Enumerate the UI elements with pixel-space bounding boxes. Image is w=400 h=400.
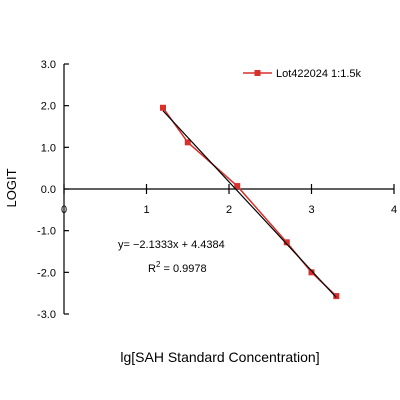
legend: Lot422024 1:1.5k <box>243 68 362 80</box>
y-tick-label: -3.0 <box>37 309 56 321</box>
x-tick-label: 2 <box>226 204 232 216</box>
series-line <box>162 107 337 297</box>
y-axis-title: LOGIT <box>4 168 19 207</box>
legend-marker-swatch <box>254 70 261 76</box>
x-tick-label: 1 <box>143 204 149 216</box>
y-ticks: 3.0 2.0 1.0 0.0 -1.0 -2.0 -3.0 <box>37 59 69 321</box>
y-tick-label: 1.0 <box>41 142 56 154</box>
legend-label: Lot422024 1:1.5k <box>276 68 362 80</box>
data-point <box>160 104 166 111</box>
data-point <box>283 239 290 246</box>
trendline <box>162 110 337 298</box>
x-tick-label: 4 <box>391 204 397 216</box>
y-tick-label: -2.0 <box>37 267 56 279</box>
x-tick-label: 3 <box>308 204 314 216</box>
r-squared: R2 = 0.9978 <box>148 260 207 275</box>
series-layer <box>160 104 340 300</box>
trendline-layer <box>162 110 337 298</box>
y-tick-label: -1.0 <box>37 226 56 238</box>
data-point <box>308 269 315 276</box>
x-axis-title: lg[SAH Standard Concentration] <box>120 349 319 365</box>
regression-equation: y= −2.1333x + 4.4384 <box>118 239 225 251</box>
x-ticks: 0 1 2 3 4 <box>61 184 397 216</box>
y-tick-label: 2.0 <box>41 101 56 113</box>
data-point <box>184 139 191 146</box>
y-tick-label: 0.0 <box>41 184 56 196</box>
data-point <box>333 293 340 300</box>
data-point <box>234 183 241 190</box>
y-tick-label: 3.0 <box>41 59 56 71</box>
x-tick-label: 0 <box>61 204 67 216</box>
